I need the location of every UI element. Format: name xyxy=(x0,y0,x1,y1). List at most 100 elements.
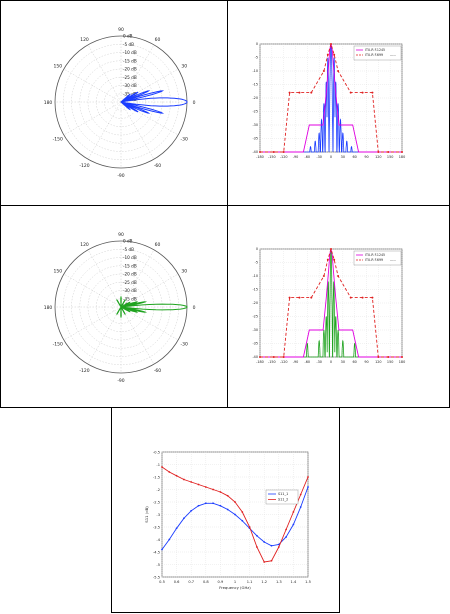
polar-spoke xyxy=(120,306,179,341)
mask-marker xyxy=(387,356,390,358)
y-axis-label: S11 (dB) xyxy=(144,506,149,523)
y-tick-label: 0 xyxy=(256,247,258,251)
x-tick-label: -90 xyxy=(293,360,299,364)
mask-marker xyxy=(387,151,390,153)
panel-s11-chart: 0.5 0.6 0.7 0.8 0.9 1 1.1 1.2 1.3 1.4 1.5 -0.5 -1 -1.… xyxy=(111,407,340,613)
angle-tick-label: 180 xyxy=(44,305,53,311)
polar-ring xyxy=(79,60,163,144)
x-tick-label: 90 xyxy=(364,155,368,159)
x-tick-label: 90 xyxy=(364,360,368,364)
line-chart-2: -180 -150 -120 -90 -60 -30 0 30 60 90 120 150 180 0 -5… xyxy=(252,247,405,364)
series-point xyxy=(263,541,266,543)
radial-tick-label: -10 dB xyxy=(123,50,137,55)
mask-marker xyxy=(361,91,364,94)
series-point xyxy=(197,504,200,507)
legend-entry: ITU-R F.699 xyxy=(365,258,383,262)
series-point xyxy=(256,534,258,537)
mask-marker xyxy=(288,296,291,299)
x-tick-label: 0 xyxy=(330,155,332,159)
x-tick-label: -120 xyxy=(280,360,288,364)
series-point xyxy=(175,474,178,477)
angle-tick-label: -30 xyxy=(181,342,188,348)
mask-marker xyxy=(330,43,332,45)
mask-marker xyxy=(371,91,374,94)
angle-tick-label: -150 xyxy=(53,137,63,143)
angle-tick-label: 60 xyxy=(155,242,161,248)
angle-tick-label: -60 xyxy=(154,368,161,374)
radial-tick-label: 0 dB xyxy=(123,34,133,39)
polar-spoke xyxy=(120,44,155,103)
series-point xyxy=(226,508,229,511)
series-point xyxy=(263,561,266,563)
radial-tick-label: -25 dB xyxy=(123,280,137,285)
y-tick-label: -4 xyxy=(156,538,160,542)
angle-tick-label: 180 xyxy=(44,100,53,106)
panel-line-2: -180 -150 -120 -90 -60 -30 0 30 60 90 120 150 180 0 -5… xyxy=(227,205,450,408)
radial-tick-label: 0 dB xyxy=(123,239,133,244)
polar-spoke xyxy=(87,306,122,365)
radial-tick-label: -5 dB xyxy=(123,42,134,47)
mask-marker xyxy=(401,151,403,153)
mask-marker xyxy=(377,356,380,358)
polar-chart-2: 0 30 60 90 120 150 180 -150 -120 -90 -60 -30 0 dB -5 … xyxy=(44,232,196,384)
x-tick-label: 0.9 xyxy=(218,580,224,584)
angle-tick-label: 0 xyxy=(193,100,196,106)
mask-marker xyxy=(349,296,352,299)
y-tick-label: -20 xyxy=(252,96,258,100)
x-tick-label: 1 xyxy=(234,580,236,584)
series-point xyxy=(212,502,214,505)
radial-tick-label: -35 dB xyxy=(123,296,137,301)
x-tick-label: 180 xyxy=(399,155,405,159)
x-tick-label: -150 xyxy=(268,155,276,159)
y-tick-label: -5 xyxy=(156,563,160,567)
series-point xyxy=(307,486,309,488)
y-tick-label: -10 xyxy=(252,274,258,278)
y-tick-label: -4.5 xyxy=(153,550,160,554)
x-tick-label: 0.6 xyxy=(174,580,180,584)
series-point xyxy=(277,546,280,548)
angle-tick-label: 90 xyxy=(118,232,124,238)
series-point xyxy=(292,523,295,526)
polar-spoke xyxy=(87,101,122,160)
line-chart-1: -180 -150 -120 -90 -60 -30 0 30 60 90 120 150 180 0 -5… xyxy=(252,42,405,159)
series-point xyxy=(234,501,236,503)
x-tick-label: 30 xyxy=(341,360,345,364)
x-tick-label: -180 xyxy=(256,360,264,364)
radial-tick-label: -30 dB xyxy=(123,83,137,88)
mask-marker xyxy=(310,91,313,94)
radial-tick-label: -15 dB xyxy=(123,58,137,63)
series-point xyxy=(219,504,222,507)
angle-tick-label: 150 xyxy=(53,64,62,70)
y-tick-label: -30 xyxy=(252,123,258,127)
radial-tick-label: -10 dB xyxy=(123,255,137,260)
y-tick-label: -30 xyxy=(252,328,258,332)
legend-entry: ----- xyxy=(390,53,396,57)
radial-tick-label: -5 dB xyxy=(123,247,134,252)
angle-tick-label: 90 xyxy=(118,27,124,33)
polar-spoke xyxy=(63,273,122,308)
x-tick-label: 60 xyxy=(353,360,357,364)
polar-ring xyxy=(112,93,130,111)
panel-polar-2: 0 30 60 90 120 150 180 -150 -120 -90 -60 -30 0 dB -5 … xyxy=(0,205,228,408)
polar-pattern-series xyxy=(116,295,188,319)
polar-spoke xyxy=(120,68,179,103)
mask-marker xyxy=(333,53,336,56)
x-tick-label: 1.5 xyxy=(305,580,311,584)
angle-tick-label: -30 xyxy=(181,137,188,143)
series-point xyxy=(307,476,309,478)
y-tick-label: -25 xyxy=(252,315,258,319)
series-point xyxy=(168,538,171,541)
polar-ring xyxy=(79,265,163,349)
mask-series-itu-f699 xyxy=(260,247,402,358)
legend-entry: S11_2 xyxy=(278,498,288,502)
series-point xyxy=(299,493,302,496)
polar-pattern-series xyxy=(120,90,188,114)
series-point xyxy=(219,491,222,493)
mask-marker xyxy=(401,356,403,358)
series-point xyxy=(183,478,185,481)
x-tick-label: 1.2 xyxy=(261,580,267,584)
series-point xyxy=(256,546,258,548)
radial-tick-label: -20 dB xyxy=(123,272,137,277)
y-tick-label: -35 xyxy=(252,137,258,141)
y-tick-label: -2 xyxy=(156,488,160,492)
